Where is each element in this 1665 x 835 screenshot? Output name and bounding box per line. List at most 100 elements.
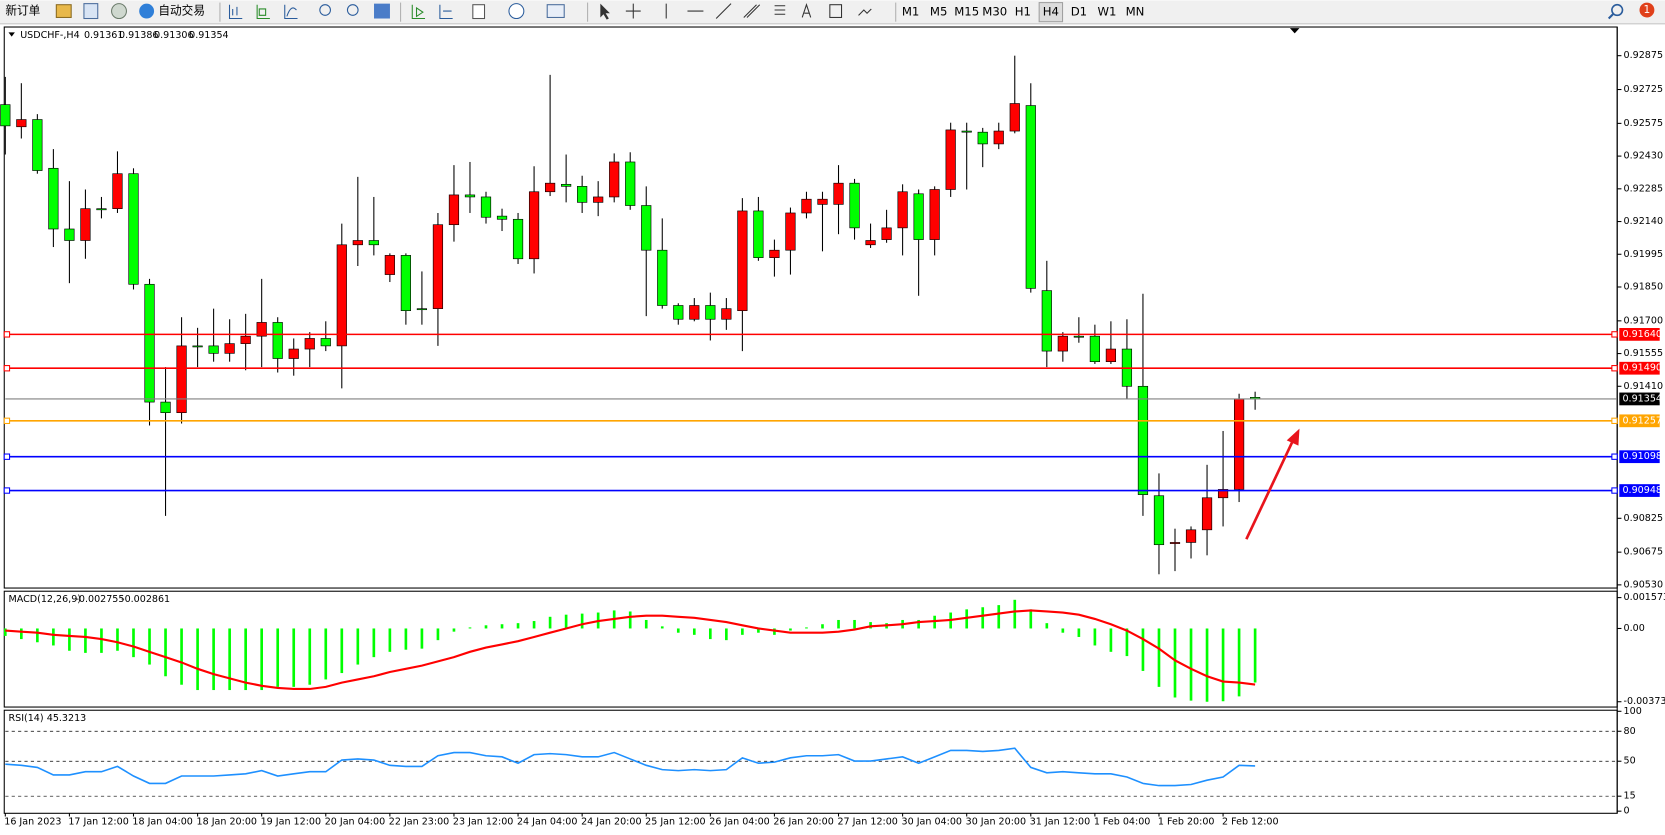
search-icon[interactable]	[1611, 3, 1624, 17]
icon[interactable]	[256, 4, 270, 20]
y-tick-label: 0.90675	[1624, 547, 1663, 558]
icon[interactable]	[774, 5, 786, 15]
candle-body	[176, 345, 187, 414]
icon[interactable]	[508, 3, 525, 20]
x-tick-label: 18 Jan 04:00	[132, 816, 192, 827]
search-icon[interactable]	[1607, 13, 1614, 20]
toolbar: 新订单 自动交易 M1 M5 M15 M30 H1 H4 D1 W1 MN	[0, 0, 1665, 25]
timeframe-button[interactable]: M1	[902, 5, 920, 19]
notification-badge[interactable]	[1639, 2, 1655, 18]
icon[interactable]	[546, 4, 565, 18]
y-tick-label: 0.92875	[1624, 50, 1663, 61]
candle-body	[96, 208, 107, 211]
rsi-title: RSI(14)	[9, 713, 44, 724]
candle-body	[480, 196, 492, 218]
x-tick-label: 24 Jan 20:00	[581, 816, 641, 827]
x-tick-label: 18 Jan 20:00	[197, 816, 257, 827]
icon[interactable]	[829, 4, 843, 18]
active-timeframe	[1038, 2, 1064, 23]
icon[interactable]	[743, 4, 761, 18]
shift-marker	[1289, 28, 1300, 34]
x-tick-label: 30 Jan 20:00	[966, 816, 1026, 827]
icon[interactable]	[858, 8, 872, 16]
toolbar-bg	[0, 0, 1665, 24]
macd-value: -0.002755	[75, 594, 124, 605]
price-label: 0.91490	[1622, 363, 1661, 374]
candle-body	[945, 129, 956, 190]
timeframe-button[interactable]: H4	[1043, 5, 1059, 19]
auto-trading-button[interactable]: 自动交易	[158, 4, 205, 18]
icon[interactable]	[284, 4, 298, 20]
icon[interactable]	[55, 4, 72, 18]
symbol-title: USDCHF-,H4	[20, 30, 79, 41]
icon[interactable]	[228, 4, 243, 20]
candle-body	[753, 210, 764, 258]
new-order-button[interactable]: 新订单	[5, 4, 40, 18]
icon[interactable]	[411, 4, 426, 20]
price-label-box	[1619, 414, 1660, 428]
icon[interactable]	[801, 3, 812, 18]
candle-body	[689, 305, 700, 320]
rsi-value: 45.3213	[47, 713, 86, 724]
candle-body	[881, 227, 892, 240]
candle-body	[801, 198, 812, 214]
timeframe-button[interactable]: M5	[930, 5, 948, 19]
x-tick-label: 17 Jan 12:00	[68, 816, 128, 827]
candle-body	[304, 338, 315, 350]
candle-body	[528, 191, 540, 260]
icon[interactable]	[439, 4, 453, 20]
x-tick-label: 20 Jan 04:00	[325, 816, 385, 827]
y-tick-label: 0.91850	[1624, 281, 1663, 292]
line-handle	[1611, 417, 1618, 425]
candle-body	[1073, 335, 1084, 338]
price-label-box	[1619, 361, 1660, 375]
auto-trading-icon[interactable]	[139, 3, 155, 19]
candle-body	[577, 186, 588, 203]
icon[interactable]	[346, 4, 359, 16]
candle-body	[192, 345, 203, 348]
candle-body	[416, 308, 428, 311]
candle-body	[256, 322, 267, 337]
candle-body	[432, 224, 444, 309]
line-handle	[1611, 365, 1618, 372]
icon[interactable]	[715, 3, 732, 19]
x-tick-label: 31 Jan 12:00	[1030, 816, 1090, 827]
timeframe-button[interactable]: M15	[954, 5, 979, 19]
y-tick-label: 0.92140	[1624, 216, 1663, 227]
icon[interactable]	[472, 4, 486, 20]
candle-body	[737, 210, 748, 312]
y-tick-label: 0.92430	[1624, 151, 1663, 162]
icon[interactable]	[625, 3, 641, 19]
candle-body	[817, 198, 828, 205]
timeframe-button[interactable]: M30	[982, 5, 1007, 19]
candle-body	[16, 119, 27, 128]
icon[interactable]	[600, 3, 610, 20]
rsi-line	[5, 747, 1256, 787]
timeframe-button[interactable]: H1	[1015, 5, 1031, 19]
candle-body	[80, 208, 91, 241]
icon[interactable]	[83, 3, 99, 20]
y-tick-label: 0.90530	[1624, 579, 1663, 590]
icon[interactable]	[111, 3, 127, 20]
candle-body	[368, 240, 379, 246]
timeframe-button[interactable]: D1	[1071, 5, 1087, 19]
notification-count: 1	[1644, 3, 1651, 16]
price-label: 0.90948	[1622, 485, 1661, 496]
line-handle	[1611, 331, 1618, 338]
candle-body	[913, 193, 924, 240]
icon[interactable]	[374, 3, 390, 19]
candle-body	[208, 345, 219, 354]
x-tick-label: 26 Jan 04:00	[709, 816, 769, 827]
icon[interactable]	[319, 4, 331, 16]
candle-body	[448, 194, 460, 226]
candle-body	[1057, 335, 1068, 352]
timeframe-button[interactable]: W1	[1097, 5, 1116, 19]
candle-body	[1233, 398, 1245, 490]
candle-body	[1105, 348, 1117, 363]
timeframe-button[interactable]: MN	[1126, 5, 1145, 19]
x-tick-label: 27 Jan 12:00	[837, 816, 897, 827]
y-tick-label: 0.92725	[1624, 84, 1663, 95]
x-tick-label: 1 Feb 04:00	[1094, 816, 1151, 827]
